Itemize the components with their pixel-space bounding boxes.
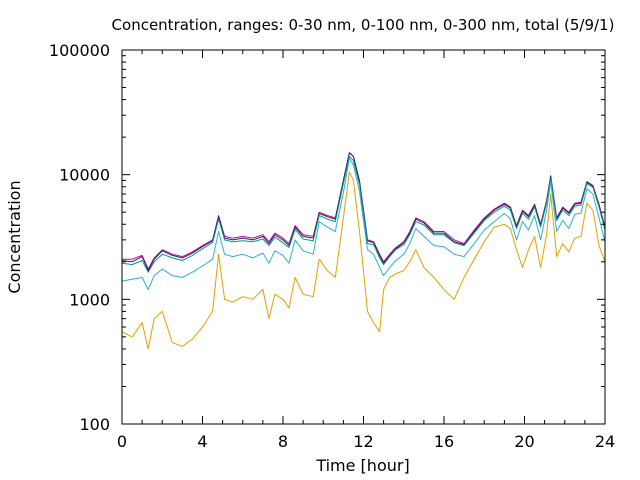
series-line-3 — [121, 155, 606, 273]
y-tick-label: 100 — [79, 415, 110, 434]
ticks-layer: 0 4 8 12 16 20 24 100 1000 10000 100000 — [49, 41, 615, 451]
x-tick-label: 12 — [353, 432, 373, 451]
series-line-5 — [121, 171, 606, 350]
y-tick-label: 1000 — [69, 290, 110, 309]
x-tick-label: 8 — [278, 432, 288, 451]
chart-title: Concentration, ranges: 0-30 nm, 0-100 nm… — [112, 16, 615, 34]
plot-frame — [121, 49, 606, 425]
x-tick-label: 24 — [595, 432, 615, 451]
x-tick-label: 0 — [117, 432, 127, 451]
x-tick-label: 16 — [434, 432, 454, 451]
series-line-4 — [121, 157, 606, 290]
x-tick-label: 4 — [197, 432, 207, 451]
y-axis-title: Concentration — [5, 180, 24, 293]
y-tick-label: 100000 — [49, 41, 110, 60]
x-tick-label: 20 — [514, 432, 534, 451]
y-tick-label: 10000 — [59, 166, 110, 185]
x-axis-title: Time [hour] — [315, 456, 409, 475]
series-layer — [121, 152, 606, 350]
